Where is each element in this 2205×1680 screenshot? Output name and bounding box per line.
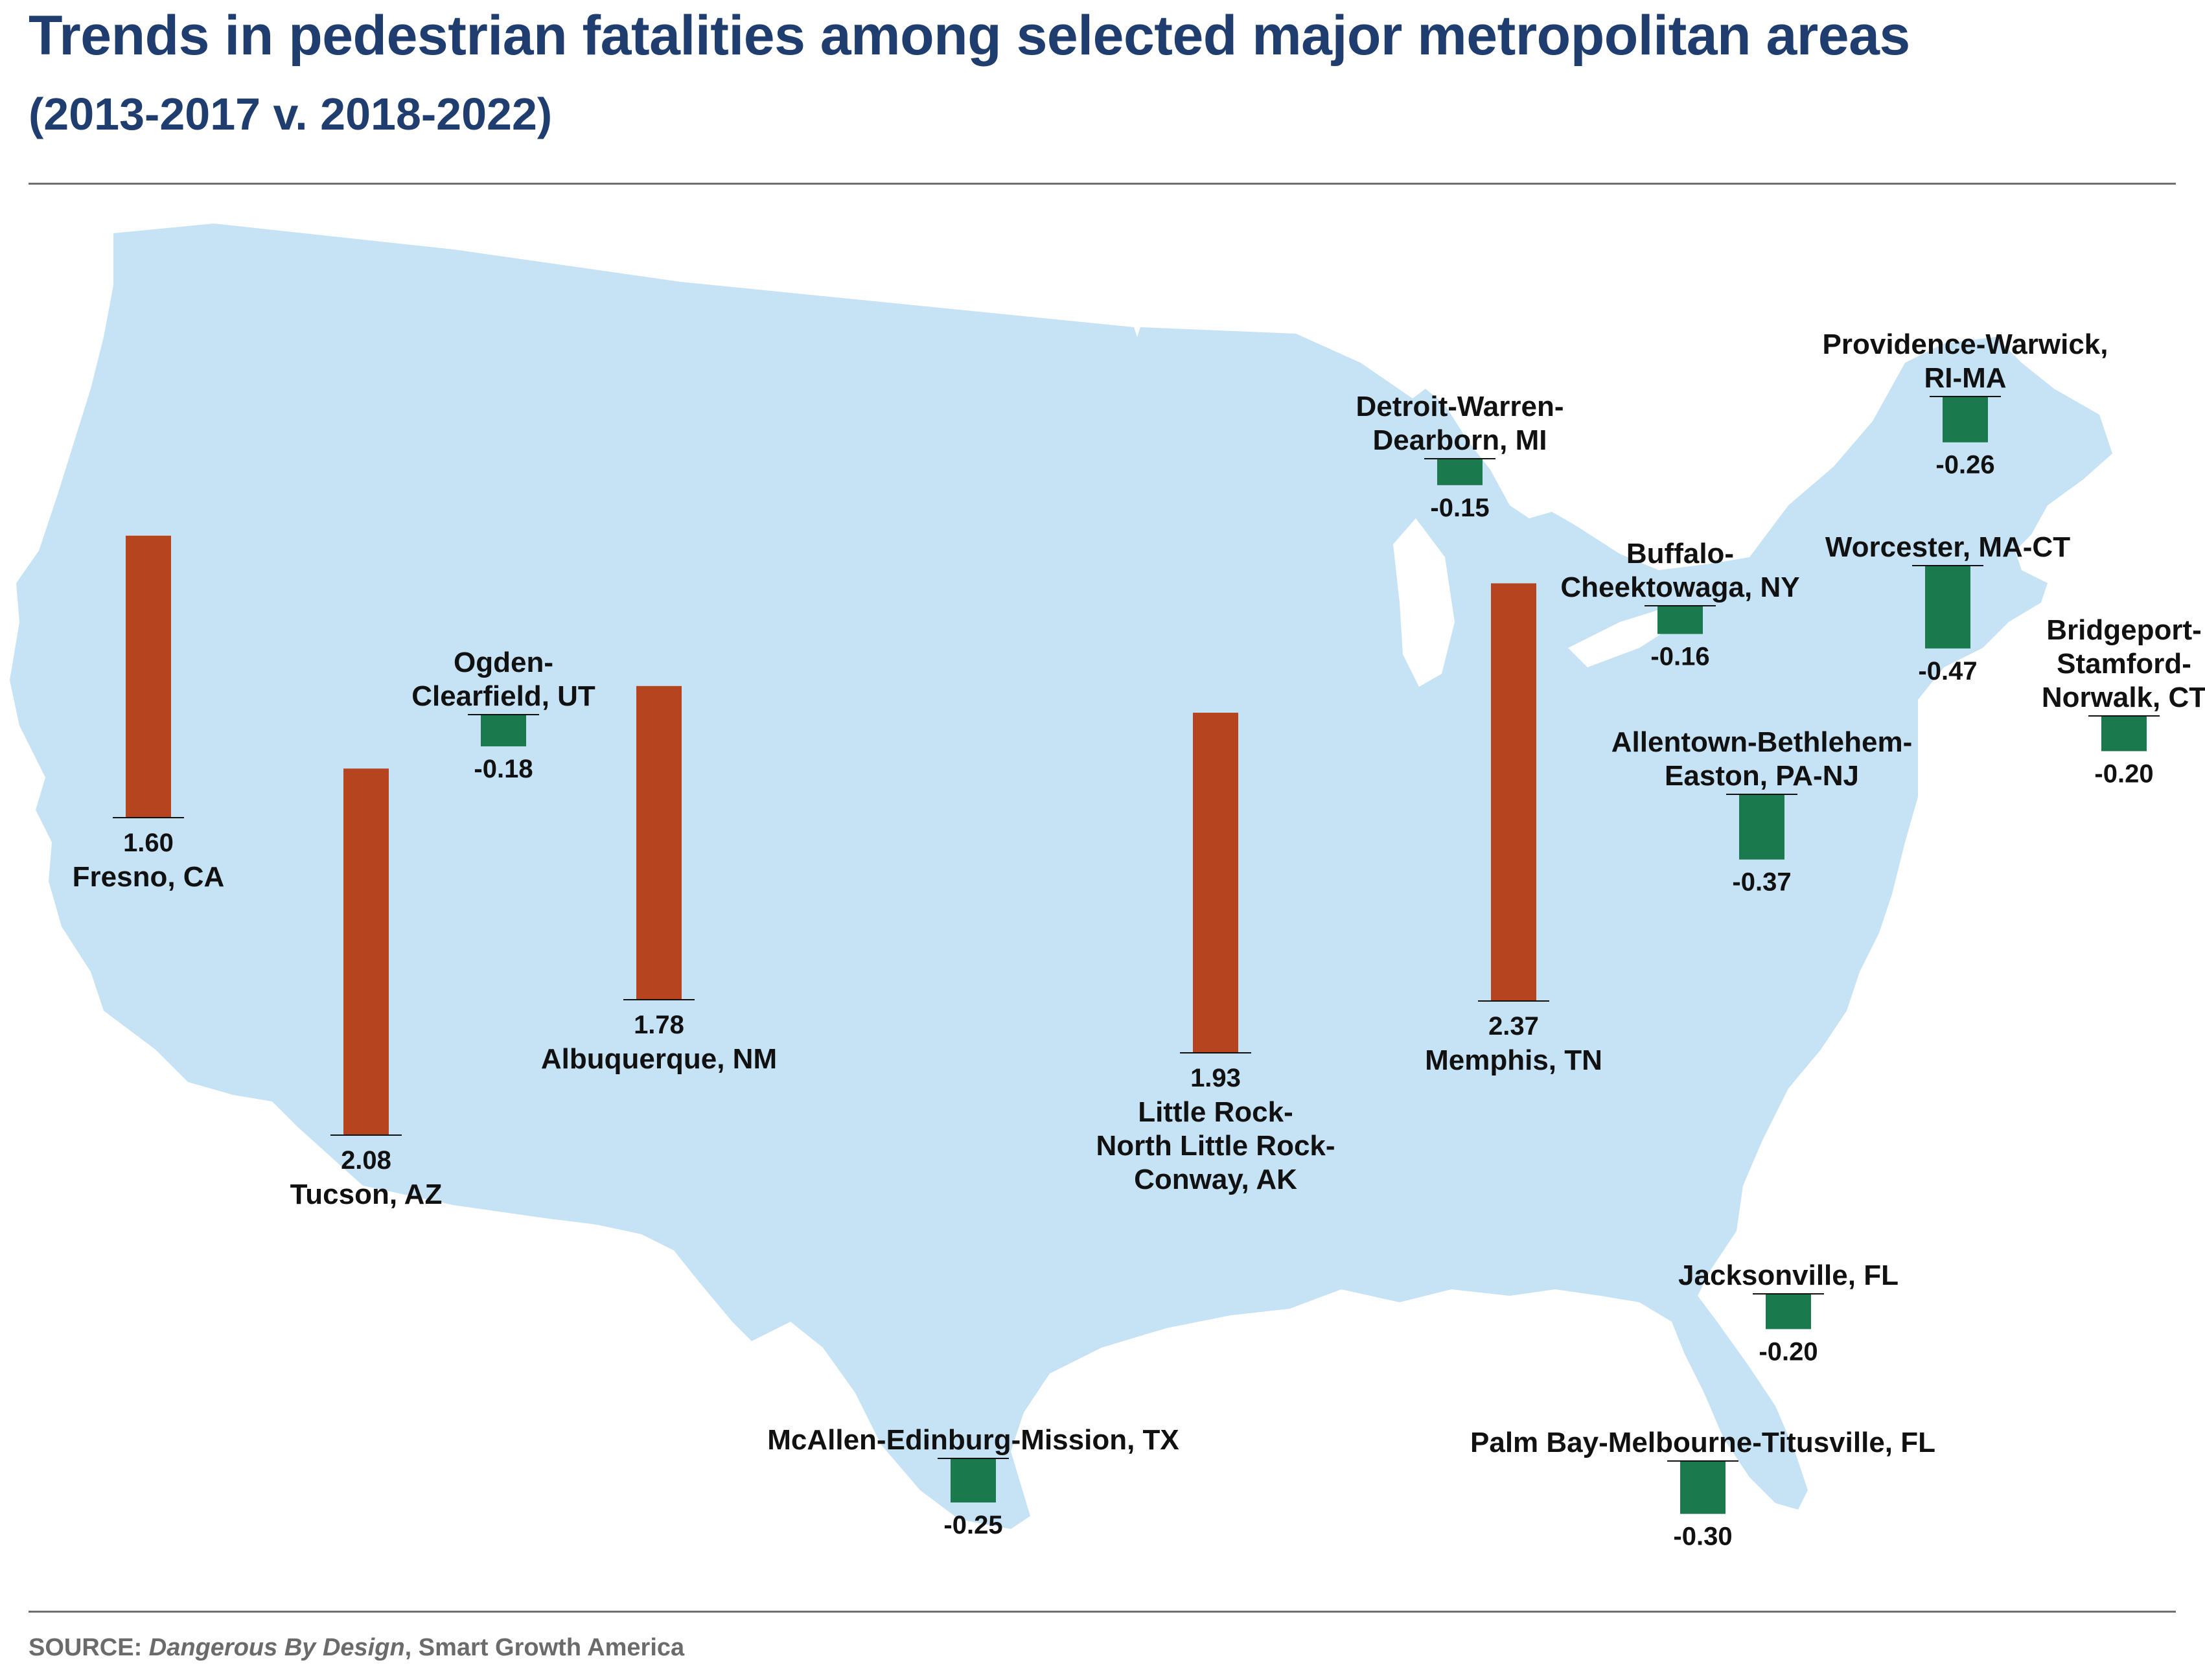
metro-bar-group: -0.25 McAllen-Edinburg-Mission, TX	[767, 1424, 1179, 1539]
value-label: -0.15	[1430, 494, 1489, 522]
source-org: , Smart Growth America	[404, 1634, 685, 1661]
metro-bar-group: -0.26 Providence-Warwick,RI-MA	[1823, 328, 2108, 479]
value-label: -0.47	[1918, 657, 1977, 685]
metro-name-label: Fresno, CA	[73, 861, 225, 893]
increase-bar	[343, 768, 389, 1135]
metro-name-label: Conway, AK	[1134, 1164, 1297, 1195]
metro-name-label: Ogden-	[454, 647, 553, 678]
increase-bar	[636, 685, 682, 1000]
value-label: -0.16	[1650, 643, 1709, 671]
decrease-bar	[1766, 1294, 1811, 1329]
metro-bar-group: 2.37 Memphis, TN	[1425, 583, 1602, 1076]
metro-name-label: Allentown-Bethlehem-	[1611, 726, 1912, 758]
increase-bar	[1491, 583, 1536, 1001]
value-label: -0.30	[1673, 1523, 1732, 1551]
chart-title: Trends in pedestrian fatalities among se…	[29, 5, 1910, 67]
decrease-bar	[1943, 397, 1988, 443]
decrease-bar	[481, 715, 526, 746]
source-work: Dangerous By Design	[148, 1634, 405, 1661]
increase-bar	[1193, 713, 1238, 1053]
metro-name-label: RI-MA	[1924, 362, 2006, 394]
decrease-bar	[1925, 566, 1970, 649]
value-label: 2.08	[341, 1146, 391, 1175]
metro-name-label: Clearfield, UT	[411, 680, 595, 712]
metro-bar-group: 2.08 Tucson, AZ	[290, 768, 443, 1210]
metro-bar-group: 1.78 Albuquerque, NM	[541, 685, 777, 1075]
value-label: -0.25	[943, 1511, 1002, 1539]
decrease-bar	[951, 1458, 996, 1502]
metro-name-label: Albuquerque, NM	[541, 1043, 777, 1075]
metro-bar-group: -0.16 Buffalo-Cheektowaga, NY	[1560, 538, 1799, 671]
value-label: 1.78	[634, 1011, 684, 1039]
value-label: -0.20	[2094, 759, 2153, 788]
bottom-divider	[29, 1611, 2176, 1613]
lake-michigan-shape	[1393, 518, 1455, 687]
metro-name-label: McAllen-Edinburg-Mission, TX	[767, 1424, 1179, 1456]
metro-bar-group: -0.20 Bridgeport-Stamford-Norwalk, CT	[2042, 614, 2205, 788]
metro-bar-group: -0.20 Jacksonville, FL	[1678, 1260, 1899, 1366]
metro-name-label: Memphis, TN	[1425, 1044, 1602, 1076]
us-mainland-shape	[10, 224, 2112, 1529]
decrease-bar	[1437, 459, 1483, 485]
metro-bar-group: 1.93 Little Rock-North Little Rock-Conway…	[1096, 713, 1335, 1195]
increase-bar	[126, 535, 171, 818]
source-label: SOURCE:	[29, 1634, 143, 1661]
metro-name-label: Jacksonville, FL	[1678, 1260, 1899, 1291]
decrease-bar	[1657, 606, 1703, 634]
value-label: -0.26	[1935, 451, 1994, 479]
value-label: 2.37	[1488, 1012, 1539, 1041]
top-divider	[29, 183, 2176, 185]
metro-name-label: Cheektowaga, NY	[1560, 571, 1799, 603]
metro-name-label: Worcester, MA-CT	[1825, 531, 2070, 563]
metro-bar-group: 1.60 Fresno, CA	[73, 535, 225, 893]
value-label: 1.93	[1190, 1064, 1241, 1092]
metro-name-label: Dearborn, MI	[1373, 424, 1547, 456]
metro-name-label: Providence-Warwick,	[1823, 328, 2108, 360]
metro-bar-group: -0.15 Detroit-Warren-Dearborn, MI	[1356, 391, 1564, 522]
value-label: -0.20	[1759, 1337, 1818, 1366]
decrease-bar	[2101, 716, 2147, 752]
metro-name-label: Detroit-Warren-	[1356, 391, 1564, 422]
metro-name-label: Norwalk, CT	[2042, 682, 2205, 713]
metro-name-label: North Little Rock-	[1096, 1130, 1335, 1162]
value-label: -0.37	[1732, 868, 1791, 897]
metro-name-label: Buffalo-	[1626, 538, 1734, 570]
decrease-bar	[1739, 794, 1784, 860]
lake-erie-shape	[1568, 606, 1685, 667]
chart-subtitle: (2013-2017 v. 2018-2022)	[29, 89, 553, 139]
value-label: -0.18	[474, 755, 533, 783]
value-label: 1.60	[123, 829, 174, 857]
metro-bar-group: -0.47 Worcester, MA-CT	[1825, 531, 2070, 685]
source-note: SOURCE: Dangerous By Design, Smart Growt…	[29, 1634, 684, 1662]
metro-name-label: Little Rock-	[1138, 1096, 1293, 1128]
metro-name-label: Stamford-	[2057, 648, 2191, 680]
metro-bar-group: -0.18 Ogden-Clearfield, UT	[411, 647, 595, 783]
metro-name-label: Tucson, AZ	[290, 1179, 443, 1210]
metro-bar-group: -0.37 Allentown-Bethlehem-Easton, PA-NJ	[1611, 726, 1912, 897]
metro-bar-group: -0.30 Palm Bay-Melbourne-Titusville, FL	[1470, 1427, 1935, 1551]
metro-name-label: Bridgeport-	[2046, 614, 2202, 646]
metro-name-label: Easton, PA-NJ	[1665, 760, 1859, 792]
metro-name-label: Palm Bay-Melbourne-Titusville, FL	[1470, 1427, 1935, 1458]
decrease-bar	[1680, 1461, 1726, 1514]
